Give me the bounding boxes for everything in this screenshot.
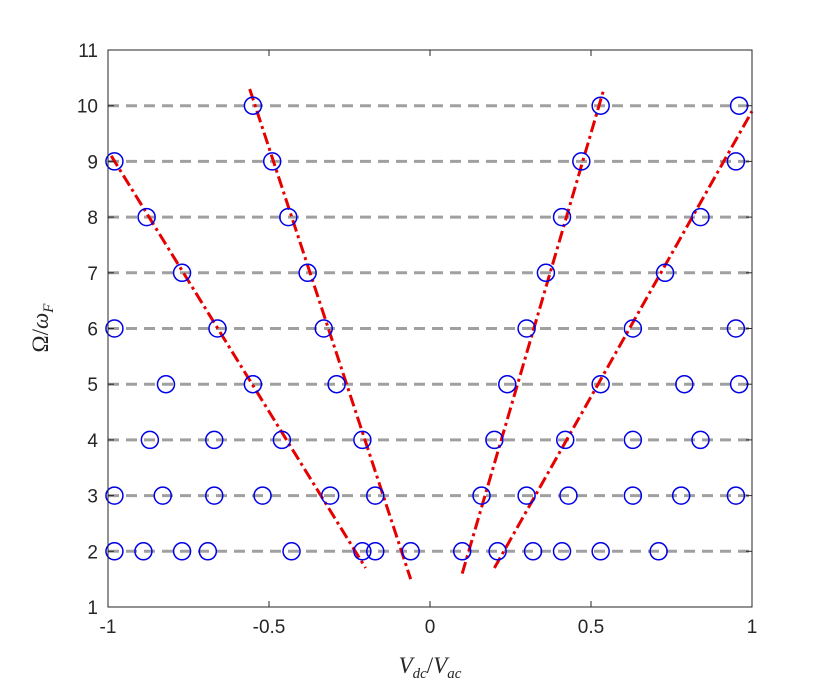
data-point [272, 430, 292, 450]
data-point [353, 430, 372, 450]
data-point [353, 542, 372, 561]
data-point [591, 374, 610, 394]
data-point [198, 542, 218, 561]
data-point [172, 263, 192, 283]
data-point [327, 374, 346, 394]
data-point [623, 430, 643, 450]
y-tick-label: 3 [87, 487, 98, 508]
data-point [205, 430, 224, 450]
data-point [105, 542, 124, 561]
data-point [253, 486, 272, 505]
data-point [137, 207, 156, 227]
data-point [262, 152, 282, 171]
y-tick-label: 6 [87, 320, 98, 341]
data-point [726, 152, 746, 171]
x-tick-label: -1 [100, 617, 117, 638]
x-tick-label: -0.5 [253, 617, 286, 638]
data-point [591, 542, 610, 561]
data-point [205, 486, 224, 505]
data-point [671, 486, 691, 505]
y-tick-label: 7 [87, 264, 98, 285]
plot-area [108, 50, 752, 607]
data-point [517, 486, 536, 505]
data-point [726, 319, 746, 338]
data-point [572, 152, 591, 171]
x-tick-label: 0.5 [578, 617, 604, 638]
axis-ticks [107, 49, 753, 608]
data-point [517, 319, 536, 338]
data-point [279, 207, 298, 227]
data-point [156, 374, 176, 394]
data-point [153, 486, 172, 505]
data-point [726, 486, 746, 505]
data-point [314, 319, 333, 338]
data-point [140, 430, 160, 450]
data-point [105, 319, 124, 338]
data-point [691, 430, 710, 450]
data-point [649, 542, 668, 561]
y-tick-label: 1 [87, 598, 98, 619]
data-point [452, 542, 472, 561]
y-tick-label: 10 [77, 97, 98, 118]
y-tick-label: 4 [87, 431, 98, 452]
y-tick-label: 2 [87, 542, 98, 563]
data-point [488, 542, 507, 561]
data-point [243, 96, 263, 115]
y-tick-label: 5 [87, 375, 98, 396]
data-point [298, 263, 317, 283]
fit-line [109, 155, 367, 569]
data-point [675, 374, 694, 394]
y-tick-label: 11 [78, 41, 98, 62]
x-tick-label: 0 [425, 617, 436, 638]
data-point [555, 430, 575, 450]
data-point [623, 486, 643, 505]
x-axis-label: Vdc/Vac [399, 653, 462, 682]
data-point [655, 263, 675, 283]
data-point [691, 207, 710, 227]
data-point [485, 430, 504, 450]
data-point [105, 486, 124, 505]
data-point [472, 486, 491, 505]
y-axis-label: Ω/ωF [28, 303, 57, 353]
data-points [105, 96, 749, 561]
data-point [552, 542, 572, 561]
data-point [623, 319, 643, 338]
data-point [536, 263, 556, 283]
data-point [591, 96, 610, 115]
data-point [243, 374, 263, 394]
data-point [208, 319, 227, 338]
data-point [523, 542, 543, 561]
data-point [401, 542, 420, 561]
y-tick-label: 8 [87, 208, 98, 229]
data-point [552, 207, 572, 227]
data-point [498, 374, 517, 394]
data-point [320, 486, 340, 505]
data-point [134, 542, 153, 561]
data-point [105, 152, 124, 171]
data-point [282, 542, 301, 561]
data-point [172, 542, 192, 561]
x-tick-label: 1 [747, 617, 758, 638]
y-tick-label: 9 [87, 152, 98, 173]
data-point [559, 486, 578, 505]
data-point [366, 486, 385, 505]
fit-line [493, 110, 754, 569]
data-point [366, 542, 385, 561]
